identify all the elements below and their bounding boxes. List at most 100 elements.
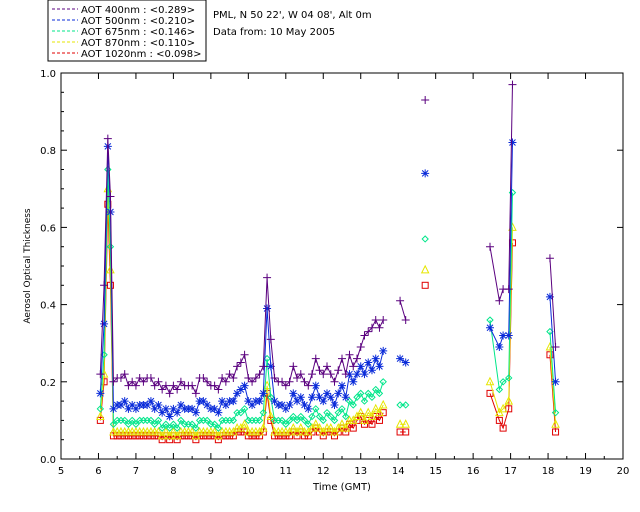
data-point xyxy=(375,407,384,417)
data-point xyxy=(103,134,112,143)
date-info: Data from: 10 May 2005 xyxy=(213,27,335,38)
data-point xyxy=(282,432,290,440)
data-point xyxy=(240,419,249,428)
data-point xyxy=(210,426,219,436)
legend-entry-500nm: AOT 500nm : <0.210> xyxy=(52,16,195,27)
data-point xyxy=(132,420,140,428)
data-point xyxy=(147,432,155,440)
data-point xyxy=(289,362,298,371)
x-tick-label: 9 xyxy=(208,466,214,477)
data-point xyxy=(158,436,166,444)
data-point xyxy=(109,432,117,440)
data-point xyxy=(109,420,118,428)
legend-label-1020nm: AOT 1020nm : <0.098> xyxy=(81,49,201,60)
data-point xyxy=(165,412,174,421)
data-point xyxy=(396,401,404,409)
data-point xyxy=(169,420,178,428)
x-tick-label: 10 xyxy=(242,466,255,477)
data-point xyxy=(139,432,147,440)
data-point xyxy=(203,432,211,440)
data-point xyxy=(192,436,200,444)
data-point xyxy=(203,416,211,425)
y-axis-label: Aerosol Optical Thickness xyxy=(23,208,33,324)
data-point xyxy=(421,169,430,178)
data-point xyxy=(331,432,339,440)
data-point xyxy=(132,432,140,440)
data-point xyxy=(128,416,136,425)
data-point xyxy=(375,362,384,371)
data-point xyxy=(338,381,346,390)
legend-label-500nm: AOT 500nm : <0.210> xyxy=(81,16,195,27)
data-point xyxy=(312,405,320,413)
data-point xyxy=(282,420,290,428)
data-point xyxy=(341,370,350,379)
data-point xyxy=(199,373,208,382)
data-point xyxy=(188,404,197,413)
data-point xyxy=(154,416,163,425)
data-point xyxy=(135,373,144,382)
data-point xyxy=(106,192,115,201)
data-point xyxy=(285,377,294,386)
series-line xyxy=(99,146,384,418)
data-point xyxy=(244,432,252,440)
data-point xyxy=(255,397,264,406)
y-tick-label: 0.0 xyxy=(40,455,56,466)
data-point xyxy=(288,423,298,432)
x-tick-label: 20 xyxy=(617,466,630,477)
data-point xyxy=(165,424,174,432)
data-point xyxy=(551,377,560,386)
site-info: PML, N 50 22', W 04 08', Alt 0m xyxy=(213,10,372,21)
x-tick-label: 8 xyxy=(170,466,176,477)
data-point xyxy=(326,370,335,379)
data-point xyxy=(367,411,377,421)
data-point xyxy=(341,393,350,402)
data-point xyxy=(356,362,365,371)
data-point xyxy=(504,395,514,405)
data-point xyxy=(353,393,361,401)
data-point xyxy=(308,393,317,402)
data-point xyxy=(505,374,513,382)
data-point xyxy=(356,407,366,417)
data-point xyxy=(96,416,104,424)
data-point xyxy=(236,358,245,367)
data-point xyxy=(486,316,494,324)
data-point xyxy=(203,377,212,386)
data-point xyxy=(300,416,309,425)
data-point xyxy=(266,411,276,421)
data-point xyxy=(360,397,369,405)
data-point xyxy=(311,419,321,428)
data-point xyxy=(508,80,517,89)
data-point xyxy=(221,377,230,386)
data-point xyxy=(236,385,245,394)
data-point xyxy=(308,412,316,421)
data-point xyxy=(301,432,309,440)
data-point xyxy=(136,432,144,440)
data-point xyxy=(285,416,294,425)
data-point xyxy=(173,385,182,394)
series-layer xyxy=(96,80,560,444)
data-point xyxy=(289,389,298,398)
data-point xyxy=(229,432,237,440)
data-point xyxy=(270,373,279,382)
y-tick-label: 0.6 xyxy=(40,223,56,234)
x-tick-label: 17 xyxy=(504,466,517,477)
data-point xyxy=(342,412,350,421)
data-point xyxy=(315,412,324,421)
data-point xyxy=(352,370,361,379)
data-point xyxy=(266,335,275,344)
data-point xyxy=(349,424,357,432)
data-point xyxy=(349,362,358,371)
data-point xyxy=(281,404,290,413)
data-point xyxy=(120,416,129,425)
data-point xyxy=(485,323,494,332)
data-point xyxy=(259,362,268,371)
data-point xyxy=(270,397,279,406)
data-point xyxy=(158,385,167,394)
data-point xyxy=(360,415,369,424)
data-point xyxy=(360,331,369,340)
data-point xyxy=(124,404,133,413)
data-point xyxy=(293,397,302,406)
legend-label-675nm: AOT 675nm : <0.146> xyxy=(81,27,195,38)
data-point xyxy=(240,350,249,359)
series-line xyxy=(489,192,513,392)
